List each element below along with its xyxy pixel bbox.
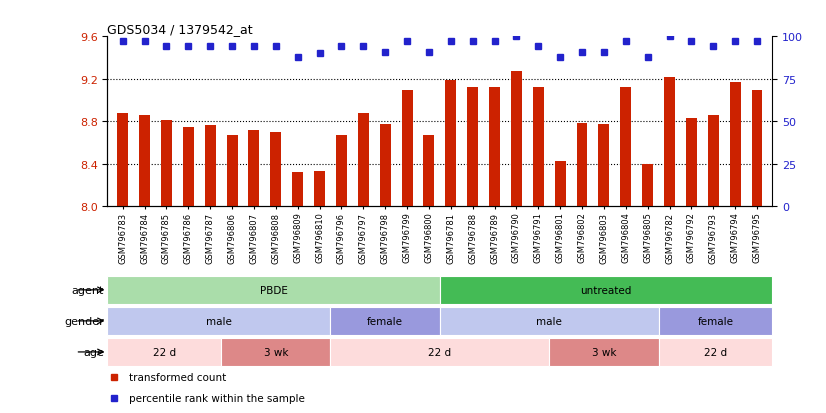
Bar: [489, 88, 500, 206]
Bar: [401, 91, 412, 206]
Text: female: female: [697, 316, 733, 326]
Bar: [270, 133, 282, 206]
Bar: [380, 125, 391, 206]
Bar: [292, 173, 303, 206]
Text: age: age: [83, 347, 104, 357]
Bar: [658, 338, 772, 366]
Bar: [330, 307, 440, 335]
Text: 3 wk: 3 wk: [263, 347, 288, 357]
Text: transformed count: transformed count: [130, 372, 226, 382]
Text: PBDE: PBDE: [259, 285, 287, 295]
Bar: [358, 113, 368, 206]
Bar: [183, 128, 194, 206]
Bar: [330, 338, 549, 366]
Bar: [752, 91, 762, 206]
Text: 22 d: 22 d: [429, 347, 451, 357]
Bar: [658, 307, 772, 335]
Text: untreated: untreated: [581, 285, 632, 295]
Bar: [336, 135, 347, 206]
Bar: [445, 81, 456, 206]
Text: 22 d: 22 d: [704, 347, 727, 357]
Bar: [161, 121, 172, 206]
Text: male: male: [536, 316, 563, 326]
Bar: [533, 88, 544, 206]
Bar: [205, 126, 216, 206]
Bar: [664, 77, 675, 206]
Text: agent: agent: [72, 285, 104, 295]
Bar: [468, 88, 478, 206]
Text: 22 d: 22 d: [153, 347, 176, 357]
Bar: [729, 83, 741, 206]
Bar: [314, 171, 325, 206]
Bar: [555, 162, 566, 206]
Bar: [598, 125, 610, 206]
Bar: [139, 116, 150, 206]
Bar: [440, 307, 658, 335]
Bar: [226, 135, 238, 206]
Bar: [107, 338, 221, 366]
Bar: [117, 113, 128, 206]
Bar: [249, 130, 259, 206]
Bar: [221, 338, 330, 366]
Bar: [511, 72, 522, 206]
Bar: [107, 307, 330, 335]
Text: GDS5034 / 1379542_at: GDS5034 / 1379542_at: [107, 23, 253, 36]
Text: 3 wk: 3 wk: [591, 347, 616, 357]
Bar: [577, 124, 587, 206]
Bar: [620, 88, 631, 206]
Bar: [424, 135, 434, 206]
Bar: [440, 276, 772, 304]
Text: gender: gender: [64, 316, 104, 326]
Bar: [686, 119, 697, 206]
Bar: [642, 164, 653, 206]
Bar: [107, 276, 440, 304]
Bar: [708, 116, 719, 206]
Text: female: female: [368, 316, 403, 326]
Bar: [549, 338, 658, 366]
Text: male: male: [206, 316, 232, 326]
Text: percentile rank within the sample: percentile rank within the sample: [130, 393, 305, 403]
